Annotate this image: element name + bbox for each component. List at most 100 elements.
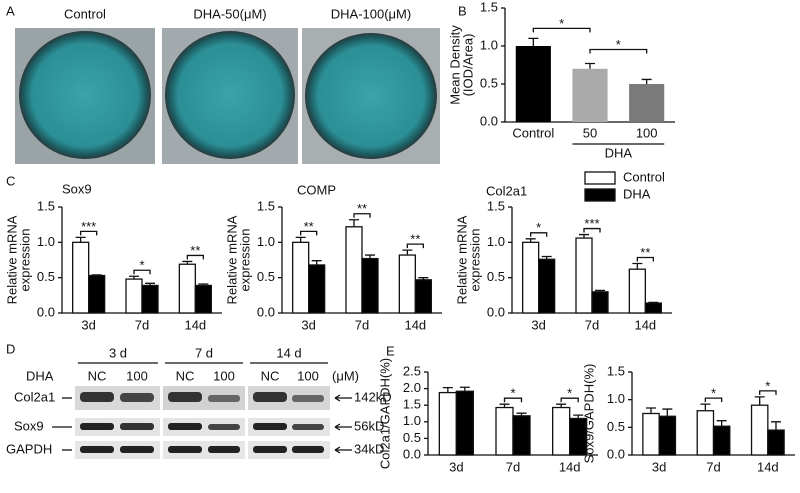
y-tick-label: 0.5 <box>480 75 498 90</box>
error-bar <box>129 275 139 280</box>
protein-label: Col2a1 <box>14 389 55 404</box>
treatment-label: DHA <box>26 368 54 383</box>
significance-bracket <box>300 230 318 236</box>
y-tick-label: 1.5 <box>403 397 421 412</box>
x-tick-label: 14d <box>757 459 779 474</box>
y-axis-label: Relative mRNA <box>224 215 239 304</box>
y-tick-label: 2.5 <box>403 363 421 378</box>
blot-strip <box>75 441 160 459</box>
bar <box>522 241 540 314</box>
well-label: DHA-100(μM) <box>331 6 411 21</box>
bar <box>767 429 785 456</box>
x-tick-label: 14d <box>404 317 426 332</box>
y-tick-label: 1.0 <box>480 37 498 52</box>
error-bar <box>579 233 589 239</box>
significance-bracket <box>583 227 601 233</box>
bar <box>552 406 571 456</box>
significance-bracket <box>530 232 548 237</box>
time-label: 7 d <box>195 345 213 360</box>
significance-label: ** <box>357 201 367 216</box>
protein-label: Sox9 <box>14 418 44 433</box>
bar <box>88 274 106 314</box>
blot-strip <box>163 441 245 459</box>
band <box>292 424 324 430</box>
bar <box>575 237 593 314</box>
error-bar <box>365 254 375 259</box>
band <box>292 446 324 453</box>
bar <box>712 425 731 456</box>
band <box>168 423 202 430</box>
band <box>253 423 287 430</box>
band <box>292 395 324 402</box>
bar <box>512 415 531 456</box>
error-bar <box>525 238 536 243</box>
band <box>120 393 154 402</box>
well-images <box>15 28 440 164</box>
bar <box>455 390 474 456</box>
y-tick-label: 1.0 <box>607 391 625 406</box>
bar <box>572 68 608 122</box>
significance-bracket <box>353 213 371 218</box>
y-tick-label: 0.0 <box>257 304 275 319</box>
panel-label: B <box>458 3 467 18</box>
y-tick-label: 1.0 <box>37 234 55 249</box>
bar <box>414 279 432 314</box>
dose-label: 100 <box>297 368 319 383</box>
y-axis-label: Mean Density <box>447 25 462 105</box>
blot-strip <box>248 441 330 459</box>
error-bar <box>632 262 643 270</box>
error-bar <box>770 421 781 431</box>
x-tick-label: 7d <box>706 459 720 474</box>
significance-bracket <box>704 397 723 403</box>
dose-label: NC <box>176 368 195 383</box>
legend-swatch <box>584 188 616 202</box>
error-bar <box>349 219 359 227</box>
x-tick-label: 14d <box>634 317 656 332</box>
well <box>305 33 437 159</box>
bar <box>292 241 310 314</box>
x-tick-label: 3d <box>301 317 315 332</box>
error-bar <box>198 283 209 286</box>
y-tick-label: 2.0 <box>403 380 421 395</box>
y-axis-label: Relative mRNA <box>454 215 469 304</box>
x-tick-label: 7d <box>135 317 149 332</box>
significance-label: * <box>139 258 144 273</box>
error-bar <box>595 289 605 292</box>
band <box>120 446 154 453</box>
significance-bracket <box>560 397 579 403</box>
y-tick-label: 0.5 <box>607 419 625 434</box>
error-bar <box>145 282 155 286</box>
error-bar <box>311 260 322 265</box>
error-bar <box>418 277 429 280</box>
bar <box>178 263 196 314</box>
significance-bracket <box>759 390 777 395</box>
significance-label: * <box>567 386 572 401</box>
y-axis-label: expression <box>467 229 482 292</box>
bar <box>538 258 556 314</box>
y-tick-label: 1.5 <box>487 198 505 213</box>
legend-swatch <box>584 171 616 185</box>
significance-bracket <box>636 256 654 262</box>
error-bar <box>75 236 86 243</box>
band <box>80 446 114 453</box>
y-axis-label: (IOD/Area) <box>460 34 475 97</box>
bar <box>696 410 715 456</box>
y-tick-label: 0.0 <box>607 446 625 461</box>
significance-label: ** <box>190 243 200 258</box>
y-tick-label: 0.5 <box>403 430 421 445</box>
bar <box>141 284 159 314</box>
significance-label: *** <box>584 216 599 231</box>
error-bar <box>499 403 510 408</box>
group-label: DHA <box>605 145 633 160</box>
x-tick-label: 3d <box>531 317 545 332</box>
significance-label: *** <box>81 219 96 234</box>
y-axis-label: Sox9/GAPDH(%) <box>581 364 596 464</box>
panel-label: D <box>6 341 15 356</box>
bar <box>644 302 662 314</box>
band <box>168 392 202 402</box>
significance-bracket <box>186 254 204 260</box>
bar <box>642 412 660 456</box>
band <box>253 446 287 453</box>
y-tick-label: 1.0 <box>257 234 275 249</box>
bar <box>398 254 416 314</box>
